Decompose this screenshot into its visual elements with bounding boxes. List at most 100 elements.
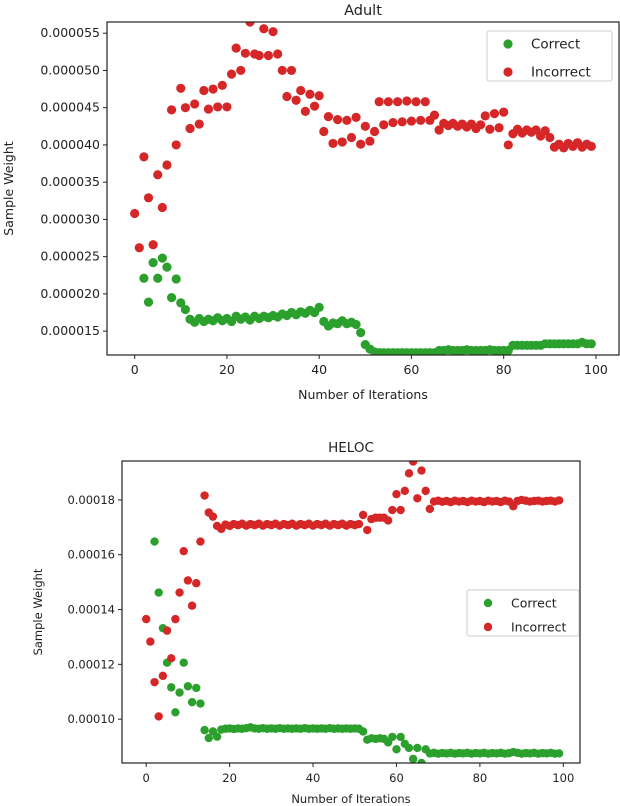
y-tick-label: 0.000030 <box>40 211 100 226</box>
data-point-correct <box>392 745 401 754</box>
data-point-incorrect <box>360 121 370 131</box>
x-tick-label: 80 <box>473 771 488 785</box>
data-point-incorrect <box>333 114 343 125</box>
data-point-correct <box>162 262 172 272</box>
legend-box <box>486 30 613 82</box>
data-point-incorrect <box>130 208 140 219</box>
data-point-incorrect <box>245 22 255 27</box>
data-point-incorrect <box>413 494 422 503</box>
data-point-incorrect <box>162 626 172 635</box>
data-point-incorrect <box>425 504 435 514</box>
data-point-incorrect <box>200 491 209 500</box>
data-point-incorrect <box>476 120 486 130</box>
data-point-correct <box>212 732 222 741</box>
data-point-incorrect <box>291 95 301 105</box>
data-point-correct <box>404 743 414 753</box>
data-point-incorrect <box>190 99 200 109</box>
data-point-incorrect <box>139 152 149 162</box>
data-point-correct <box>148 258 158 268</box>
data-point-incorrect <box>503 140 513 150</box>
data-point-incorrect <box>388 505 397 515</box>
data-point-correct <box>356 328 366 338</box>
data-point-correct <box>358 727 368 736</box>
data-point-incorrect <box>323 112 334 122</box>
data-point-incorrect <box>203 104 214 114</box>
data-points <box>141 461 564 763</box>
chart-heloc: HELOC 0 20 40 60 80 100 0.00010 0.00012 0.00014 0.… <box>31 440 581 806</box>
data-point-correct <box>413 743 422 753</box>
legend-label-correct: Correct <box>531 37 580 53</box>
legend-marker-incorrect <box>483 622 493 632</box>
data-point-incorrect <box>383 97 393 107</box>
legend-label-incorrect: Incorrect <box>531 65 591 81</box>
y-tick-label: 0.00012 <box>67 657 115 671</box>
x-axis-label: Number of Iterations <box>298 387 428 402</box>
data-point-incorrect <box>540 126 550 136</box>
data-point-incorrect <box>176 83 186 93</box>
data-point-incorrect <box>309 101 320 111</box>
data-point-incorrect <box>434 125 444 135</box>
data-point-incorrect <box>392 489 401 499</box>
data-point-correct <box>166 293 177 303</box>
data-point-incorrect <box>365 136 375 146</box>
data-point-incorrect <box>314 91 324 101</box>
data-point-correct <box>388 732 397 742</box>
legend-label-incorrect: Incorrect <box>511 620 566 635</box>
data-point-incorrect <box>397 117 407 127</box>
data-point-incorrect <box>396 505 405 515</box>
data-point-incorrect <box>342 115 352 125</box>
legend-marker-correct <box>503 39 513 49</box>
data-points <box>130 22 596 355</box>
data-point-incorrect <box>231 43 241 53</box>
data-point-correct <box>139 273 149 283</box>
data-point-incorrect <box>196 537 205 546</box>
data-point-correct <box>153 273 163 283</box>
legend-marker-incorrect <box>503 67 513 77</box>
data-point-correct <box>150 537 159 546</box>
data-point-incorrect <box>485 124 495 134</box>
data-point-incorrect <box>337 137 347 147</box>
data-point-incorrect <box>158 671 168 681</box>
legend-marker-correct <box>483 598 493 608</box>
data-point-incorrect <box>183 576 193 585</box>
y-tick-label: 0.000035 <box>40 174 100 189</box>
data-point-incorrect <box>416 115 426 125</box>
data-point-correct <box>157 253 167 263</box>
y-tick-label: 0.000045 <box>40 100 100 115</box>
data-point-incorrect <box>154 712 163 721</box>
data-point-incorrect <box>134 243 144 253</box>
data-point-incorrect <box>282 91 292 102</box>
data-point-correct <box>171 274 181 284</box>
data-point-incorrect <box>259 24 269 34</box>
data-point-correct <box>183 682 193 691</box>
data-point-incorrect <box>148 240 158 250</box>
data-point-incorrect <box>374 97 384 107</box>
chart-adult: Adult 0 20 40 60 80 100 0.000015 0.000020 0.00002… <box>1 3 620 402</box>
data-point-incorrect <box>417 466 426 475</box>
y-axis-label: Sample Weight <box>31 568 45 655</box>
data-point-incorrect <box>208 84 218 94</box>
data-point-incorrect <box>586 141 596 152</box>
data-point-correct <box>586 339 596 349</box>
data-point-incorrect <box>166 105 177 115</box>
data-point-incorrect <box>236 65 246 76</box>
series-correct <box>150 537 564 763</box>
y-tick-label: 0.00018 <box>67 493 115 507</box>
data-point-incorrect <box>354 519 364 529</box>
data-point-incorrect <box>545 132 555 143</box>
x-tick-label: 20 <box>222 771 237 785</box>
data-point-incorrect <box>194 119 204 129</box>
x-tick-label: 0 <box>143 771 150 785</box>
data-point-correct <box>408 754 418 763</box>
data-point-incorrect <box>420 97 430 107</box>
data-point-incorrect <box>179 546 188 556</box>
x-tick-label: 20 <box>219 362 235 377</box>
data-point-incorrect <box>489 109 500 119</box>
data-point-incorrect <box>411 97 421 107</box>
data-point-incorrect <box>167 654 176 663</box>
data-point-correct <box>187 697 197 707</box>
chart-title: Adult <box>344 3 382 19</box>
data-point-incorrect <box>358 510 368 520</box>
data-point-incorrect <box>356 139 366 149</box>
